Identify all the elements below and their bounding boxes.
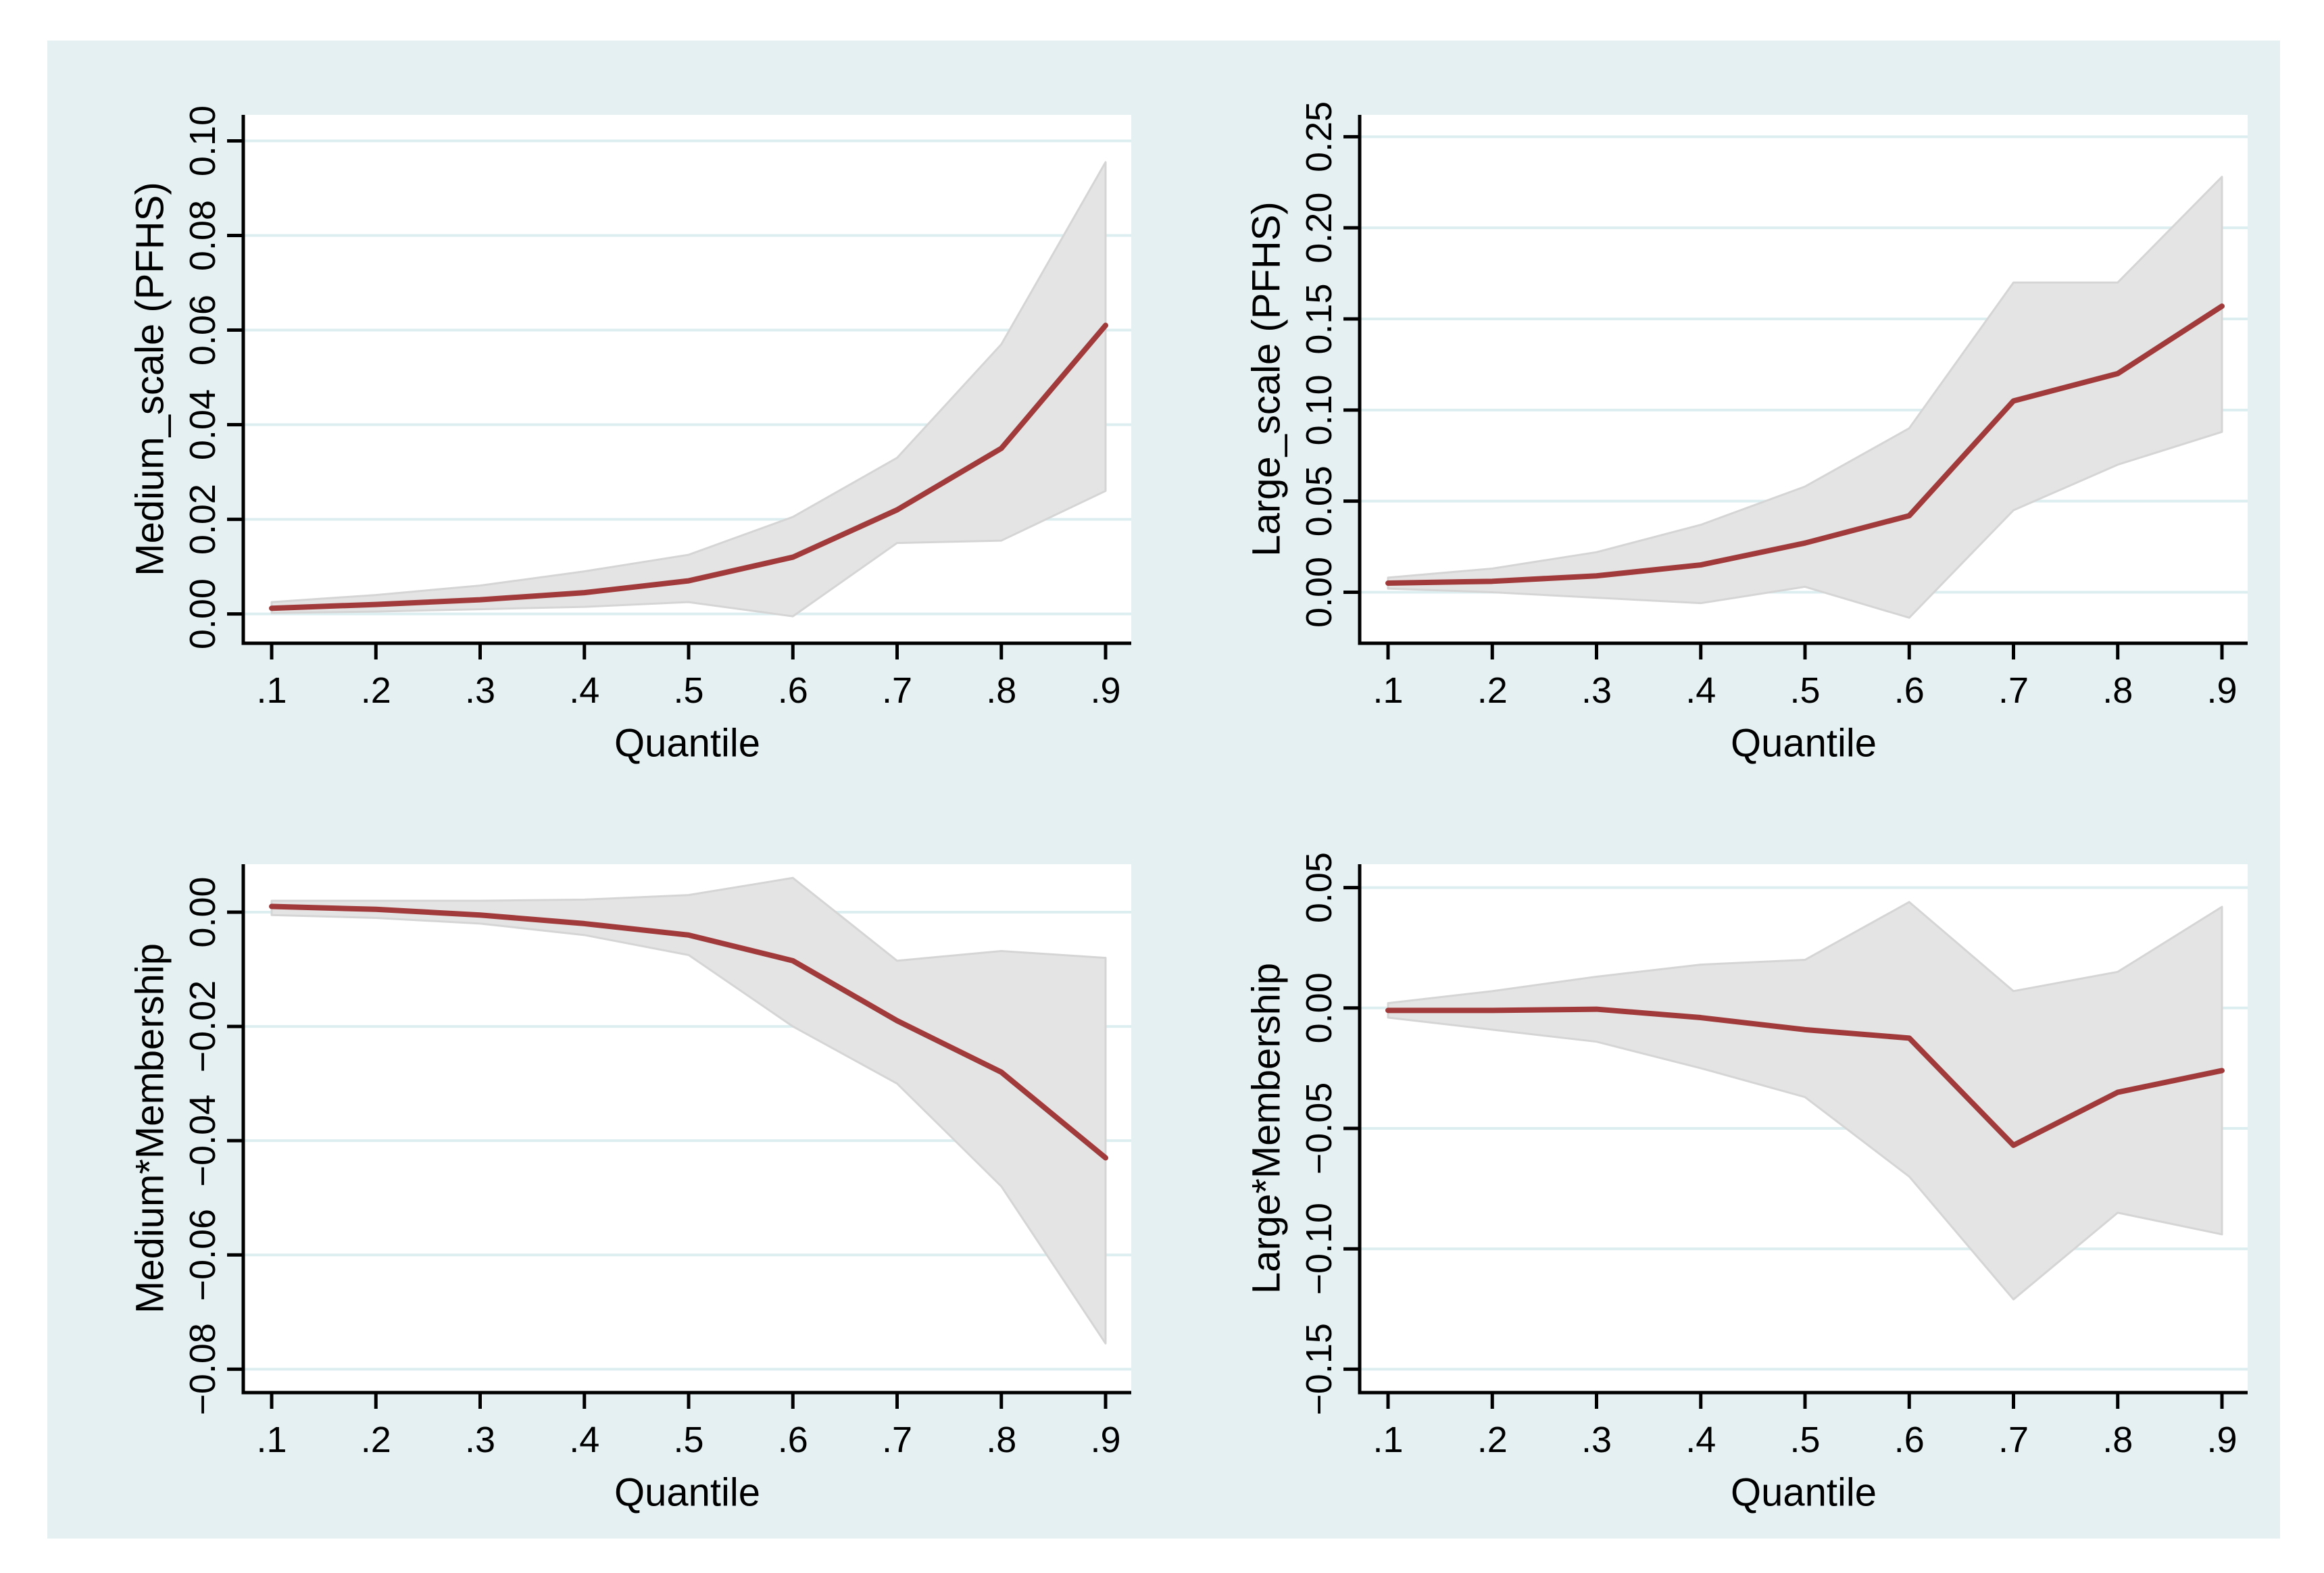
x-tick-label: .2 — [1477, 1420, 1508, 1460]
x-tick-label: .6 — [1894, 670, 1925, 711]
x-tick-label: .1 — [256, 670, 287, 711]
panel-large-membership: 0.05 0.00 −0.05 −0.10 −0.15 .1 .2 .3 .4 .5 .6 .7 .8.… — [1245, 852, 2248, 1515]
estimate-line — [269, 903, 1108, 1161]
y-tick-label: 0.00 — [182, 876, 223, 947]
x-tick-label: .7 — [882, 1420, 912, 1460]
x-tick-label: .6 — [778, 670, 808, 711]
y-tick-label: 0.10 — [1299, 374, 1339, 445]
x-tick-label: .8 — [986, 670, 1016, 711]
x-tick-label: .3 — [1581, 1420, 1612, 1460]
x-tick-label: .1 — [1373, 1420, 1403, 1460]
x-tick-label: .5 — [1789, 1420, 1820, 1460]
y-tick-label: −0.02 — [182, 980, 223, 1073]
x-tick-label: .8 — [986, 1420, 1016, 1460]
y-axis-title: Large_scale (PFHS) — [1245, 201, 1289, 556]
estimate-line — [1385, 303, 2225, 586]
y-tick-label: 0.00 — [182, 578, 223, 649]
y-tick-label: 0.15 — [1299, 283, 1339, 354]
x-tick-label: .4 — [569, 670, 599, 711]
y-tick-label: 0.25 — [1299, 101, 1339, 172]
x-tick-label: .7 — [1998, 1420, 2029, 1460]
x-tick-label: .3 — [465, 1420, 495, 1460]
x-tick-label: .5 — [673, 670, 703, 711]
x-tick-label: .5 — [673, 1420, 703, 1460]
y-tick-label: 0.04 — [182, 389, 223, 460]
y-tick-label: 0.20 — [1299, 193, 1339, 264]
x-tick-label: .4 — [1685, 670, 1716, 711]
y-tick-label: −0.15 — [1299, 1323, 1339, 1416]
x-tick-label: .2 — [361, 1420, 391, 1460]
y-tick-label: 0.02 — [182, 484, 223, 555]
y-tick-label: 0.00 — [1299, 972, 1339, 1043]
estimate-line — [1385, 1006, 2225, 1148]
confidence-band — [1387, 176, 2223, 619]
confidence-band — [270, 161, 1107, 618]
x-tick-label: .3 — [465, 670, 495, 711]
y-tick-label: 0.06 — [182, 295, 223, 366]
y-tick-label: −0.04 — [182, 1095, 223, 1187]
x-tick-label: .1 — [256, 1420, 287, 1460]
x-tick-label: .9 — [1090, 1420, 1120, 1460]
x-tick-label: .4 — [569, 1420, 599, 1460]
x-tick-label: .3 — [1581, 670, 1612, 711]
y-axis-title: Large*Membership — [1245, 963, 1289, 1294]
x-tick-label: .8 — [2102, 670, 2133, 711]
confidence-band — [270, 876, 1107, 1345]
x-tick-label: .7 — [1998, 670, 2029, 711]
panel-large-scale-pfhs: 0.00 0.05 0.10 0.15 0.20 0.25 .1 .2 .3 .4 .5 .6 .7 .8… — [1245, 101, 2248, 766]
y-axis-title: Medium_scale (PFHS) — [128, 182, 172, 576]
x-tick-label: .9 — [1090, 670, 1120, 711]
x-tick-label: .2 — [361, 670, 391, 711]
y-axis-title: Medium*Membership — [128, 943, 172, 1314]
x-axis-title: Quantile — [1731, 1471, 1877, 1515]
x-axis-title: Quantile — [1731, 722, 1877, 766]
y-tick-label: 0.08 — [182, 200, 223, 271]
y-tick-label: 0.05 — [1299, 466, 1339, 536]
estimate-line — [269, 322, 1108, 611]
x-tick-label: .6 — [778, 1420, 808, 1460]
y-tick-label: 0.05 — [1299, 852, 1339, 923]
panel-medium-scale-pfhs: 0.00 0.02 0.04 0.06 0.08 0.10 .1 .2 .3 .4 .5 .6 .7 .8… — [128, 105, 1131, 766]
confidence-band — [1387, 901, 2223, 1301]
y-tick-label: −0.08 — [182, 1323, 223, 1416]
x-tick-label: .9 — [2206, 1420, 2237, 1460]
y-tick-label: −0.10 — [1299, 1203, 1339, 1295]
x-tick-label: .9 — [2206, 670, 2237, 711]
y-tick-label: −0.05 — [1299, 1082, 1339, 1175]
y-tick-label: 0.00 — [1299, 557, 1339, 628]
x-tick-label: .5 — [1789, 670, 1820, 711]
x-tick-label: .6 — [1894, 1420, 1925, 1460]
y-tick-label: −0.06 — [182, 1209, 223, 1301]
x-tick-label: .7 — [882, 670, 912, 711]
x-tick-label: .4 — [1685, 1420, 1716, 1460]
x-axis-title: Quantile — [614, 722, 760, 766]
y-tick-label: 0.10 — [182, 105, 223, 176]
x-tick-label: .8 — [2102, 1420, 2133, 1460]
x-tick-label: .2 — [1477, 670, 1508, 711]
panel-medium-membership: 0.00 −0.02 −0.04 −0.06 −0.08 .1 .2 .3 .4 .5 .6 .7 .8… — [128, 864, 1131, 1515]
x-tick-label: .1 — [1373, 670, 1403, 711]
x-axis-title: Quantile — [614, 1471, 760, 1515]
